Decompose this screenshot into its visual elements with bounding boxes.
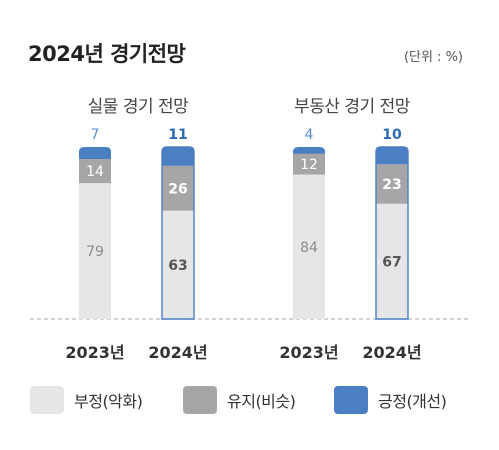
- data-label-negative: 79: [86, 244, 104, 260]
- tick-label-0-0: 2023년: [65, 343, 124, 362]
- bar-1-1: 10 23 67 2024년: [362, 127, 421, 362]
- bar-segment-positive: [162, 147, 194, 166]
- bar-segment-negative: [79, 183, 111, 319]
- bar-segment-negative: [162, 210, 194, 319]
- group-title-real-estate: 부동산 경기 전망: [294, 97, 410, 117]
- data-label-positive: 7: [91, 127, 100, 143]
- bar-segment-positive: [293, 147, 325, 154]
- data-label-negative: 63: [168, 258, 187, 274]
- legend-swatch-maintain: [183, 386, 217, 414]
- data-label-negative: 67: [382, 254, 401, 270]
- bar-segment-positive: [376, 147, 408, 165]
- legend-item-maintain: 유지(비슷): [183, 386, 296, 414]
- bar-segment-maintain: [293, 153, 325, 175]
- legend-item-positive: 긍정(개선): [334, 386, 447, 414]
- group-title-real-economy: 실물 경기 전망: [87, 97, 189, 117]
- legend-label-positive: 긍정(개선): [378, 392, 447, 411]
- highlight-outline: [161, 146, 195, 320]
- legend-swatch-negative: [30, 386, 64, 414]
- bar-segment-negative: [293, 174, 325, 319]
- bar-segment-positive: [79, 147, 111, 160]
- data-label-maintain: 14: [86, 164, 104, 180]
- legend-label-maintain: 유지(비슷): [227, 392, 296, 411]
- data-label-positive: 4: [305, 127, 314, 143]
- legend-swatch-positive: [334, 386, 368, 414]
- bar-segment-negative: [376, 203, 408, 319]
- data-label-maintain: 12: [300, 157, 318, 173]
- bar-0-1: 11 26 63 2024년: [148, 127, 207, 362]
- legend-item-negative: 부정(악화): [30, 386, 143, 414]
- bar-segment-maintain: [162, 165, 194, 211]
- chart-title: 2024년 경기전망: [28, 42, 186, 66]
- data-label-negative: 84: [300, 240, 318, 256]
- data-label-positive: 11: [168, 127, 187, 143]
- unit-label: (단위 : %): [403, 50, 463, 65]
- data-label-maintain: 23: [382, 177, 401, 193]
- data-label-positive: 10: [382, 127, 402, 143]
- legend-label-negative: 부정(악화): [74, 392, 143, 411]
- tick-label-1-1: 2024년: [362, 343, 421, 362]
- bar-1-0: 4 12 84 2023년: [279, 127, 338, 362]
- bar-0-0: 7 14 79 2023년: [65, 127, 124, 362]
- data-label-maintain: 26: [168, 181, 187, 197]
- bar-segment-maintain: [79, 159, 111, 184]
- tick-label-1-0: 2023년: [279, 343, 338, 362]
- bar-segment-maintain: [376, 164, 408, 204]
- tick-label-0-1: 2024년: [148, 343, 207, 362]
- highlight-outline: [375, 146, 409, 320]
